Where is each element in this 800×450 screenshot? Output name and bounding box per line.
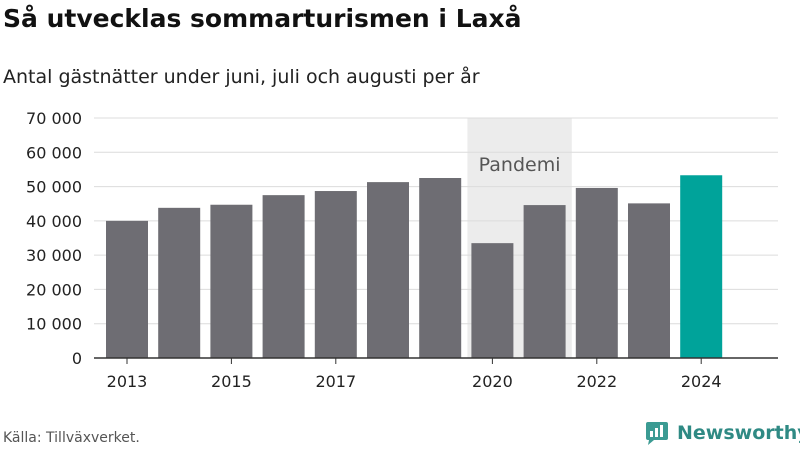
bar-2022 (575, 187, 618, 358)
x-tick-label: 2024 (681, 372, 722, 391)
x-tick-label: 2013 (107, 372, 148, 391)
x-tick-label: 2020 (472, 372, 513, 391)
y-tick-label: 0 (72, 349, 82, 368)
bar-2013 (106, 220, 148, 358)
bar-2023 (628, 203, 670, 358)
brand-name: Newsworthy (677, 422, 800, 444)
chart-title: Så utvecklas sommarturismen i Laxå (3, 4, 522, 33)
newsworthy-logo-icon (646, 422, 668, 445)
x-tick-label: 2017 (315, 372, 356, 391)
x-tick-label: 2022 (576, 372, 617, 391)
bar-2019 (419, 178, 462, 358)
x-tick-label: 2015 (211, 372, 252, 391)
bar-2021 (523, 205, 566, 358)
pandemic-label: Pandemi (479, 154, 561, 176)
y-tick-label: 50 000 (26, 178, 82, 197)
bar-2020 (471, 243, 514, 358)
y-tick-label: 70 000 (26, 109, 82, 128)
bar-2015 (210, 204, 253, 358)
y-tick-label: 40 000 (26, 212, 82, 231)
bar-2024 (680, 175, 723, 358)
y-tick-label: 60 000 (26, 143, 82, 162)
source-note: Källa: Tillväxverket. (3, 430, 140, 446)
y-tick-label: 20 000 (26, 280, 82, 299)
y-tick-label: 10 000 (26, 315, 82, 334)
bar-2014 (158, 207, 201, 358)
y-tick-label: 30 000 (26, 246, 82, 265)
bar-2018 (367, 182, 409, 358)
chart-subtitle: Antal gästnätter under juni, juli och au… (3, 66, 480, 88)
bar-2017 (314, 191, 357, 358)
bar-2016 (262, 195, 305, 358)
brand-logo: Newsworthy (644, 420, 800, 446)
